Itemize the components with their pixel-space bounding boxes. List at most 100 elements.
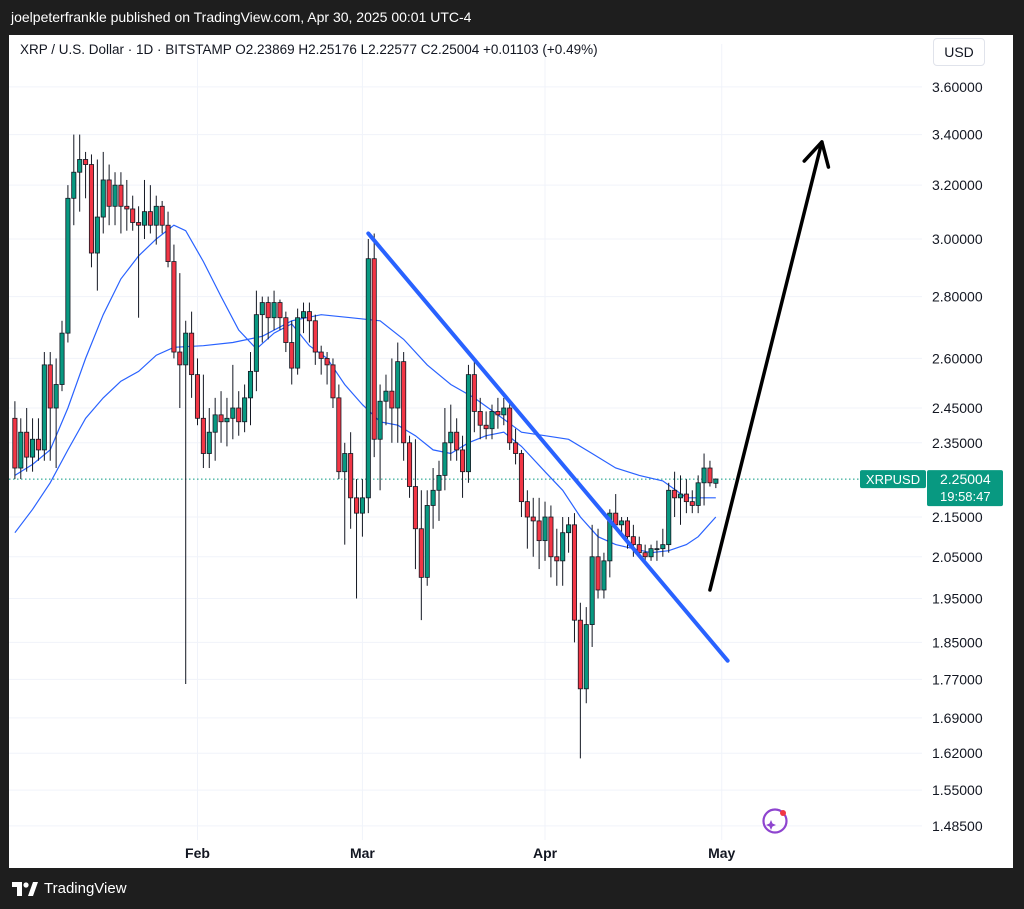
candle xyxy=(183,320,189,685)
candle-body xyxy=(371,258,377,440)
candle xyxy=(477,397,483,440)
candle-body xyxy=(318,351,324,359)
candle xyxy=(707,460,713,487)
y-tick-label: 2.60000 xyxy=(932,350,983,366)
candle xyxy=(300,302,307,334)
candle xyxy=(159,200,165,234)
candle xyxy=(189,311,195,398)
candle-body xyxy=(83,159,89,165)
candle xyxy=(677,475,684,525)
candle xyxy=(247,352,254,426)
candle xyxy=(689,490,695,514)
candle-body xyxy=(571,524,577,621)
candle-body xyxy=(200,417,206,454)
candle-body xyxy=(677,493,684,499)
candle xyxy=(589,524,595,647)
chart-frame xyxy=(9,35,1013,868)
candle xyxy=(289,320,295,385)
candle xyxy=(12,401,18,480)
candle-body xyxy=(354,497,360,514)
candle xyxy=(124,179,130,231)
candle-body xyxy=(460,449,466,473)
candle-body xyxy=(77,159,83,173)
candle-body xyxy=(577,619,583,690)
candle-body xyxy=(65,197,71,334)
candle xyxy=(460,435,466,498)
candle xyxy=(253,290,259,392)
candle xyxy=(153,195,159,245)
candle-body xyxy=(554,556,560,562)
candle xyxy=(595,528,601,599)
candle-body xyxy=(701,467,707,484)
candle-body xyxy=(312,320,318,353)
candle xyxy=(24,408,30,472)
candle xyxy=(554,528,560,586)
candle xyxy=(295,308,301,375)
candle-body xyxy=(218,414,224,423)
y-tick-label: 1.69000 xyxy=(932,710,983,726)
candle xyxy=(330,358,336,409)
candle-body xyxy=(159,205,165,226)
candle xyxy=(465,364,471,483)
candle xyxy=(701,453,707,506)
candle xyxy=(336,384,342,480)
candle xyxy=(654,540,660,561)
candle xyxy=(218,391,224,443)
candle-body xyxy=(666,489,672,546)
currency-button[interactable]: USD xyxy=(933,38,985,66)
candle-body xyxy=(336,397,342,473)
candle xyxy=(560,517,566,586)
candle xyxy=(200,374,206,469)
candle-body xyxy=(206,431,212,454)
candle xyxy=(407,435,413,498)
top-bar: joelpeterfrankle published on TradingVie… xyxy=(0,0,1024,36)
x-tick-label: Mar xyxy=(350,845,375,861)
candle xyxy=(501,397,507,426)
candle-body xyxy=(707,467,713,484)
candle xyxy=(548,505,554,578)
candle xyxy=(106,164,112,226)
candle xyxy=(100,151,106,234)
candle-body xyxy=(236,407,242,423)
candle xyxy=(412,439,418,570)
candle xyxy=(401,352,407,461)
candle xyxy=(448,404,454,461)
candle-body xyxy=(560,532,566,562)
candle xyxy=(224,397,230,447)
y-tick-label: 1.85000 xyxy=(932,634,983,650)
candle-body xyxy=(648,548,654,558)
candle xyxy=(695,475,701,514)
candle xyxy=(672,471,678,518)
candle-body xyxy=(601,560,607,591)
candle-body xyxy=(265,302,271,319)
candle-body xyxy=(277,302,283,319)
brand[interactable]: TradingView xyxy=(12,880,127,897)
y-tick-label: 1.95000 xyxy=(932,591,983,607)
candle-body xyxy=(136,222,142,226)
candle-body xyxy=(365,258,371,499)
sparkle-icon[interactable] xyxy=(762,808,788,834)
y-tick-label: 2.80000 xyxy=(932,289,983,305)
candle-body xyxy=(259,302,265,316)
candle-body xyxy=(100,179,106,218)
symbol-tag xyxy=(860,470,926,489)
candle xyxy=(395,342,401,443)
y-tick-label: 1.55000 xyxy=(932,782,983,798)
candle xyxy=(177,273,183,409)
candle-body xyxy=(342,453,348,473)
candle-body xyxy=(330,364,336,399)
candle xyxy=(118,172,124,234)
y-tick-label: 2.05000 xyxy=(932,549,983,565)
candle xyxy=(130,195,136,231)
candle-body xyxy=(383,390,389,402)
candle xyxy=(212,397,218,461)
candle-body xyxy=(153,205,159,226)
candle-body xyxy=(171,261,177,353)
candle-body xyxy=(177,351,183,366)
candle-body xyxy=(147,211,153,226)
candle-body xyxy=(359,497,365,514)
moving-average-line xyxy=(14,314,716,534)
candle xyxy=(660,528,666,557)
candle-body xyxy=(607,512,613,562)
